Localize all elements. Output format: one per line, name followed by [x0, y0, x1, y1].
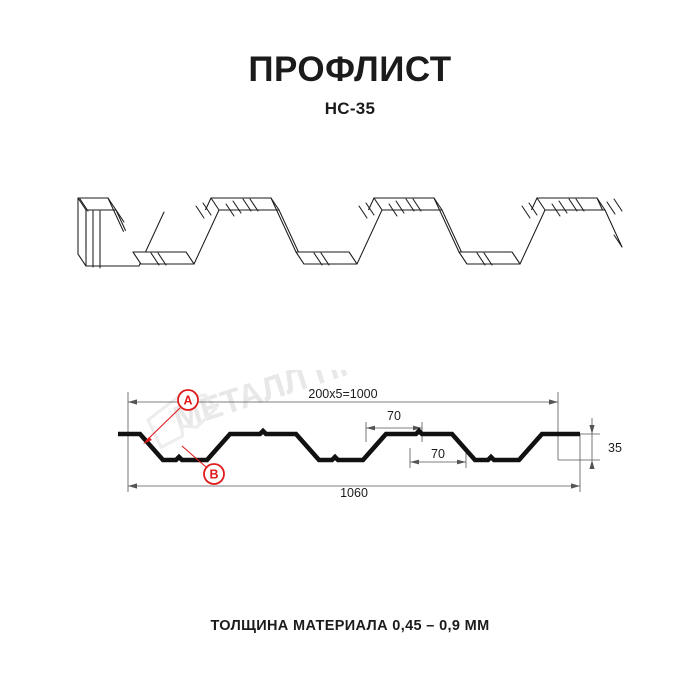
section-view: МЕТАЛЛ ПРОФИЛЬ	[0, 370, 700, 515]
iso-sheet-geometry	[77, 197, 623, 269]
watermark-text-section: МЕТАЛЛ ПРОФИЛЬ	[169, 370, 482, 437]
callout-b: B	[181, 445, 225, 485]
cross-section-svg: МЕТАЛЛ ПРОФИЛЬ	[118, 370, 622, 500]
page-header: ПРОФЛИСТ НС-35	[0, 50, 700, 119]
dimension-arrowheads	[128, 399, 595, 489]
watermark-section: МЕТАЛЛ ПРОФИЛЬ	[146, 370, 482, 450]
profile-outline	[118, 427, 580, 463]
dimension-overall-top: 200x5=1000	[308, 387, 377, 401]
isometric-view: МЕТАЛЛ ПРОФИЛЬ	[0, 180, 700, 315]
callout-b-circle	[203, 463, 225, 485]
callout-a: A	[143, 389, 199, 444]
dimension-height: 35	[608, 441, 622, 455]
callout-a-circle	[177, 389, 199, 411]
dimension-overall-bottom: 1060	[340, 486, 368, 500]
product-model-subtitle: НС-35	[324, 98, 376, 118]
isometric-profile-svg: МЕТАЛЛ ПРОФИЛЬ	[77, 197, 623, 269]
material-thickness-note: ТОЛЩИНА МАТЕРИАЛА 0,45 – 0,9 ММ	[210, 618, 490, 634]
dimension-crest-width: 70	[387, 409, 401, 423]
page-title: ПРОФЛИСТ	[248, 50, 452, 89]
page-footer: ТОЛЩИНА МАТЕРИАЛА 0,45 – 0,9 ММ	[0, 618, 700, 634]
dimension-valley-width: 70	[431, 447, 445, 461]
callout-a-label: A	[183, 394, 192, 408]
callout-b-label: B	[209, 468, 218, 482]
